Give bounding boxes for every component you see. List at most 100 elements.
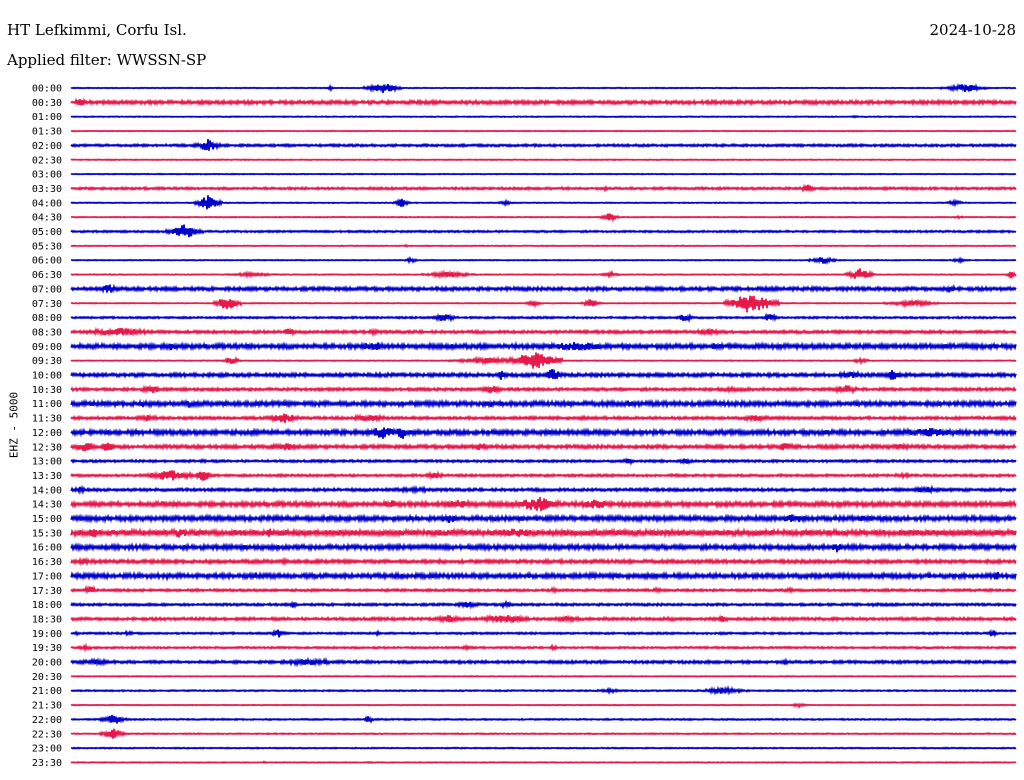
time-label: 03:30 [32,184,62,195]
trace-line [70,138,1017,151]
time-label: 02:30 [32,155,62,166]
time-label: 10:00 [32,371,62,382]
trace-line [70,642,1017,653]
trace-line [70,129,1017,133]
trace-line [70,496,1017,512]
time-label: 01:30 [32,127,62,138]
time-label: 22:30 [32,729,62,740]
trace-line [70,340,1017,352]
time-label: 08:30 [32,327,62,338]
time-label: 11:00 [32,399,62,410]
time-label: 11:30 [32,414,62,425]
trace-line [70,470,1017,481]
trace-line [70,213,1017,223]
trace-line [70,526,1017,539]
time-label: 21:00 [32,686,62,697]
trace-line [70,685,1017,696]
time-label: 06:00 [32,256,62,267]
time-label: 04:30 [32,213,62,224]
seismic-traces [70,82,1017,765]
date-label: 2024-10-28 [929,21,1016,39]
trace-line [70,224,1017,238]
trace-line [70,714,1017,725]
trace-line [70,556,1017,567]
trace-line [70,268,1017,280]
trace-line [70,352,1017,369]
trace-line [70,326,1017,338]
time-label: 07:30 [32,299,62,310]
time-label: 02:00 [32,141,62,152]
trace-line [70,158,1017,162]
time-label: 19:30 [32,643,62,654]
time-label: 21:30 [32,701,62,712]
trace-line [70,255,1017,265]
time-label: 17:00 [32,571,62,582]
trace-line [70,243,1017,248]
trace-line [70,760,1017,765]
trace-line [70,172,1017,176]
trace-line [70,283,1017,294]
time-label: 23:00 [32,744,62,755]
trace-line [70,656,1017,668]
time-label: 23:30 [32,758,62,769]
time-label: 08:00 [32,313,62,324]
trace-line [70,183,1017,194]
time-label: 16:30 [32,557,62,568]
trace-line [70,82,1017,94]
trace-line [70,570,1017,582]
time-label: 04:00 [32,198,62,209]
trace-line [70,295,1017,313]
time-label: 14:00 [32,485,62,496]
time-label: 19:00 [32,629,62,640]
trace-line [70,746,1017,750]
time-label: 12:30 [32,442,62,453]
time-label: 15:30 [32,528,62,539]
time-label: 22:00 [32,715,62,726]
trace-line [70,484,1017,496]
time-label: 16:00 [32,543,62,554]
trace-line [70,584,1017,595]
trace-line [70,541,1017,553]
time-label: 14:30 [32,500,62,511]
time-label: 18:30 [32,614,62,625]
time-label: 01:00 [32,112,62,123]
trace-line [70,513,1017,524]
trace-line [70,426,1017,440]
time-label: 20:00 [32,658,62,669]
time-label: 06:30 [32,270,62,281]
time-label: 18:00 [32,600,62,611]
time-label: 12:00 [32,428,62,439]
trace-line [70,674,1017,678]
trace-line [70,702,1017,709]
trace-line [70,312,1017,324]
time-label: 03:00 [32,170,62,181]
time-label: 07:00 [32,284,62,295]
station-title: HT Lefkimmi, Corfu Isl. [7,21,187,39]
trace-line [70,195,1017,210]
time-label: 10:30 [32,385,62,396]
time-label: 00:30 [32,98,62,109]
trace-line [70,613,1017,625]
time-label: 05:00 [32,227,62,238]
trace-line [70,599,1017,610]
time-label: 13:30 [32,471,62,482]
time-labels: 00:00 00:30 01:00 01:30 02:00 02:30 03:00 03:30… [32,84,62,769]
trace-line [70,97,1017,107]
time-label: 05:30 [32,241,62,252]
trace-line [70,728,1017,739]
trace-line [70,441,1017,452]
trace-line [70,628,1017,638]
time-label: 00:00 [32,84,62,95]
time-label: 17:30 [32,586,62,597]
time-label: 13:00 [32,457,62,468]
filter-label: Applied filter: WWSSN-SP [7,51,207,69]
time-label: 15:00 [32,514,62,525]
time-label: 09:30 [32,356,62,367]
trace-line [70,457,1017,466]
trace-line [70,384,1017,395]
trace-line [70,114,1017,119]
trace-line [70,413,1017,424]
trace-line [70,398,1017,410]
trace-line [70,369,1017,380]
